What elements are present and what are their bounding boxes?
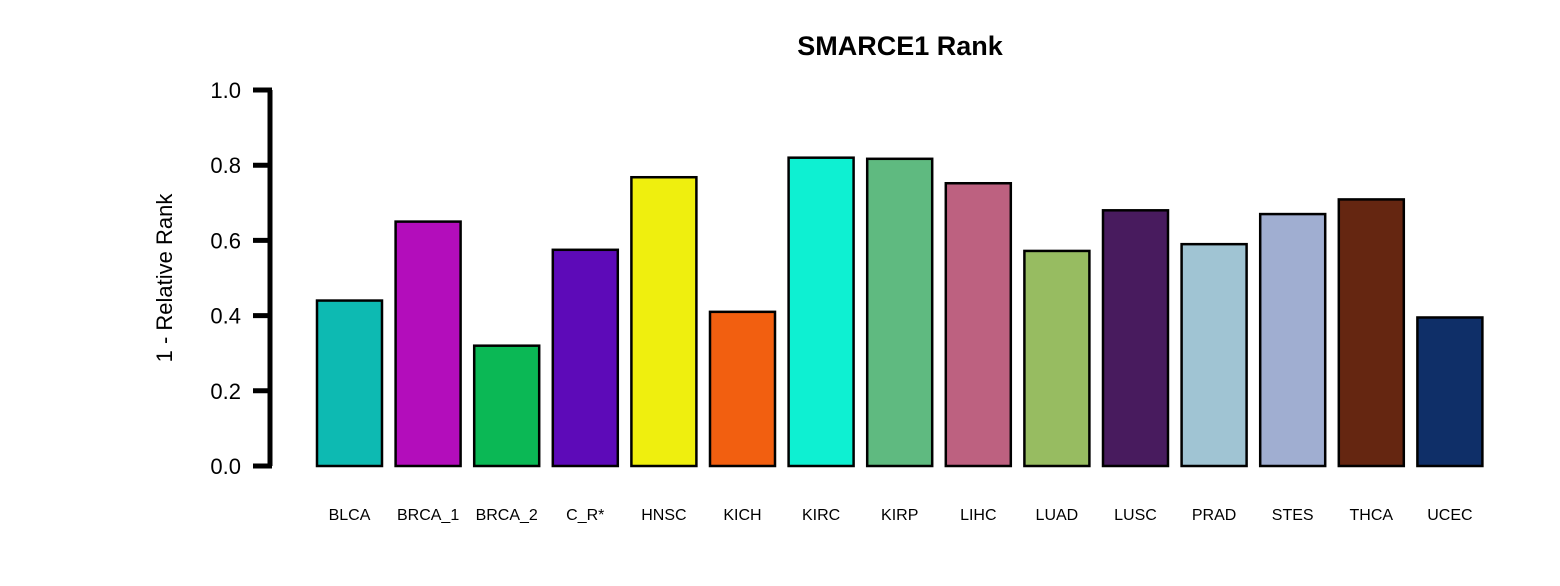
x-tick-label: KIRC [802,507,840,524]
y-tick-label: 0.6 [210,228,241,253]
bar-blca [315,299,384,468]
bar-kich [708,310,777,468]
x-tick-label: C_R* [566,507,604,524]
bar-ucec [1416,316,1484,468]
x-tick-label: STES [1272,507,1314,524]
y-tick-label: 0.2 [210,379,241,404]
x-tick-label: BLCA [329,507,371,524]
x-tick-label: PRAD [1192,507,1236,524]
y-tick-label: 0.0 [210,454,241,479]
bar-lusc [1101,209,1170,468]
x-tick-label: BRCA_1 [397,507,459,524]
y-tick-label: 0.4 [210,304,241,329]
x-tick-label: LIHC [960,507,996,524]
y-axis-label: 1 - Relative Rank [152,193,177,363]
y-axis: 0.0 0.2 0.4 0.6 0.8 1.0 [210,78,273,479]
bar-hnsc [630,175,698,468]
x-tick-label: LUSC [1114,507,1157,524]
x-tick-label: KIRP [881,507,918,524]
y-tick-label: 1.0 [210,78,241,103]
bar-kirp [865,157,934,468]
x-tick-label: LUAD [1036,507,1079,524]
bar-c-r [551,248,620,468]
y-tick-label: 0.8 [210,153,241,178]
bar-thca [1337,198,1406,468]
chart-title: SMARCE1 Rank [797,31,1004,61]
bar-brca-2 [472,344,541,468]
bars-group [315,156,1484,468]
x-tick-label: UCEC [1427,507,1472,524]
x-tick-label: KICH [723,507,761,524]
x-tick-label: BRCA_2 [476,507,538,524]
x-tick-label: THCA [1350,507,1394,524]
x-tick-label: HNSC [641,507,686,524]
x-tick-labels: BLCA BRCA_1 BRCA_2 C_R* HNSC KICH KIRC KIRP LIHC… [329,507,1473,524]
bar-stes [1258,212,1327,468]
bar-prad [1180,242,1248,468]
bar-kirc [787,156,855,468]
bar-lihc [944,181,1013,468]
bar-luad [1023,249,1091,468]
bar-brca-1 [394,220,462,468]
